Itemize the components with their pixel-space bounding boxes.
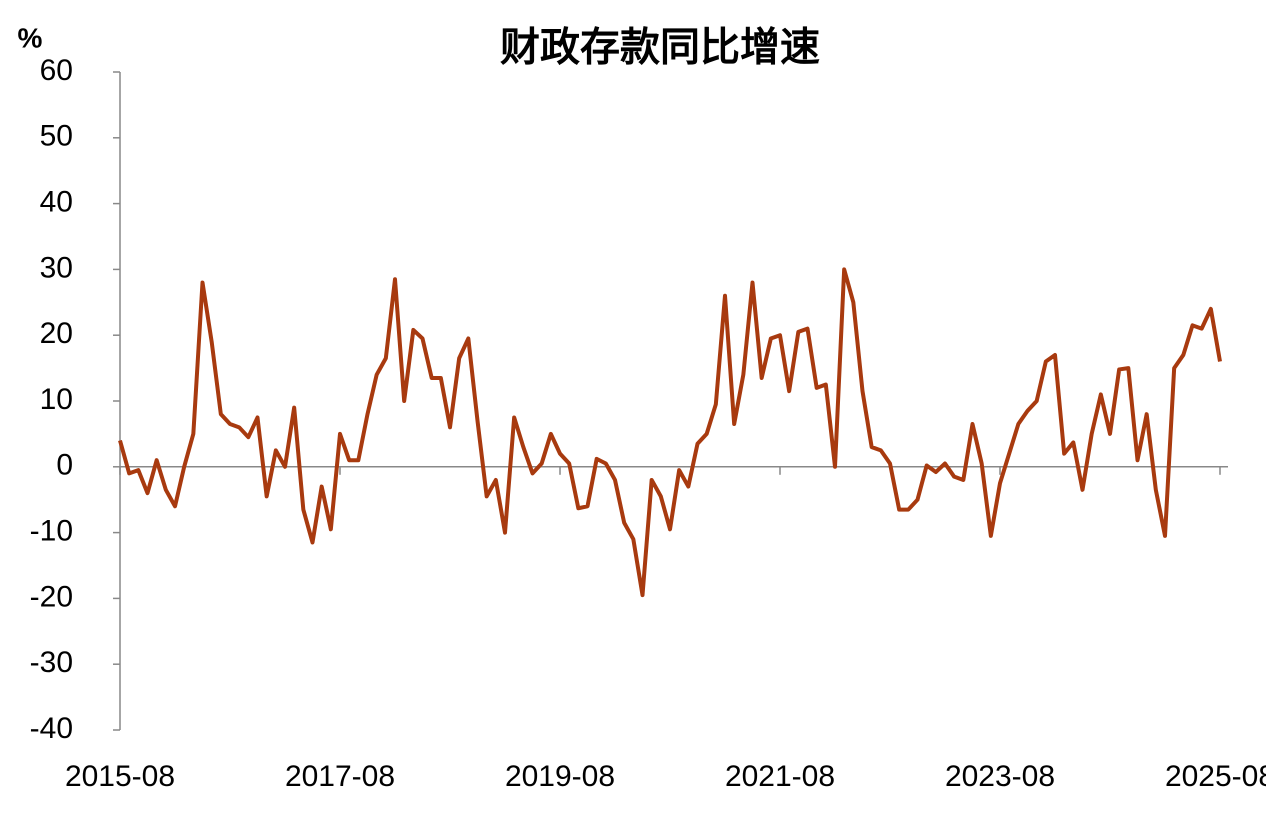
x-tick-label: 2023-08 bbox=[945, 760, 1055, 793]
x-tick-label: 2015-08 bbox=[65, 760, 175, 793]
y-tick-label: 50 bbox=[40, 120, 73, 153]
y-tick-label: 60 bbox=[40, 54, 73, 87]
y-tick-label: -10 bbox=[30, 515, 73, 548]
x-tick-label: 2017-08 bbox=[285, 760, 395, 793]
y-tick-label: -20 bbox=[30, 580, 73, 613]
x-tick-label: 2019-08 bbox=[505, 760, 615, 793]
y-axis-label: % bbox=[18, 22, 43, 53]
y-tick-label: -40 bbox=[30, 712, 73, 745]
y-tick-label: -30 bbox=[30, 646, 73, 679]
x-tick-label: 2025-08 bbox=[1165, 760, 1266, 793]
x-tick-label: 2021-08 bbox=[725, 760, 835, 793]
chart-title: 财政存款同比增速 bbox=[500, 26, 820, 70]
y-tick-label: 0 bbox=[56, 449, 73, 482]
y-tick-label: 20 bbox=[40, 317, 73, 350]
y-tick-label: 30 bbox=[40, 251, 73, 284]
y-tick-label: 10 bbox=[40, 383, 73, 416]
y-tick-label: 40 bbox=[40, 186, 73, 219]
data-line bbox=[118, 267, 1222, 598]
